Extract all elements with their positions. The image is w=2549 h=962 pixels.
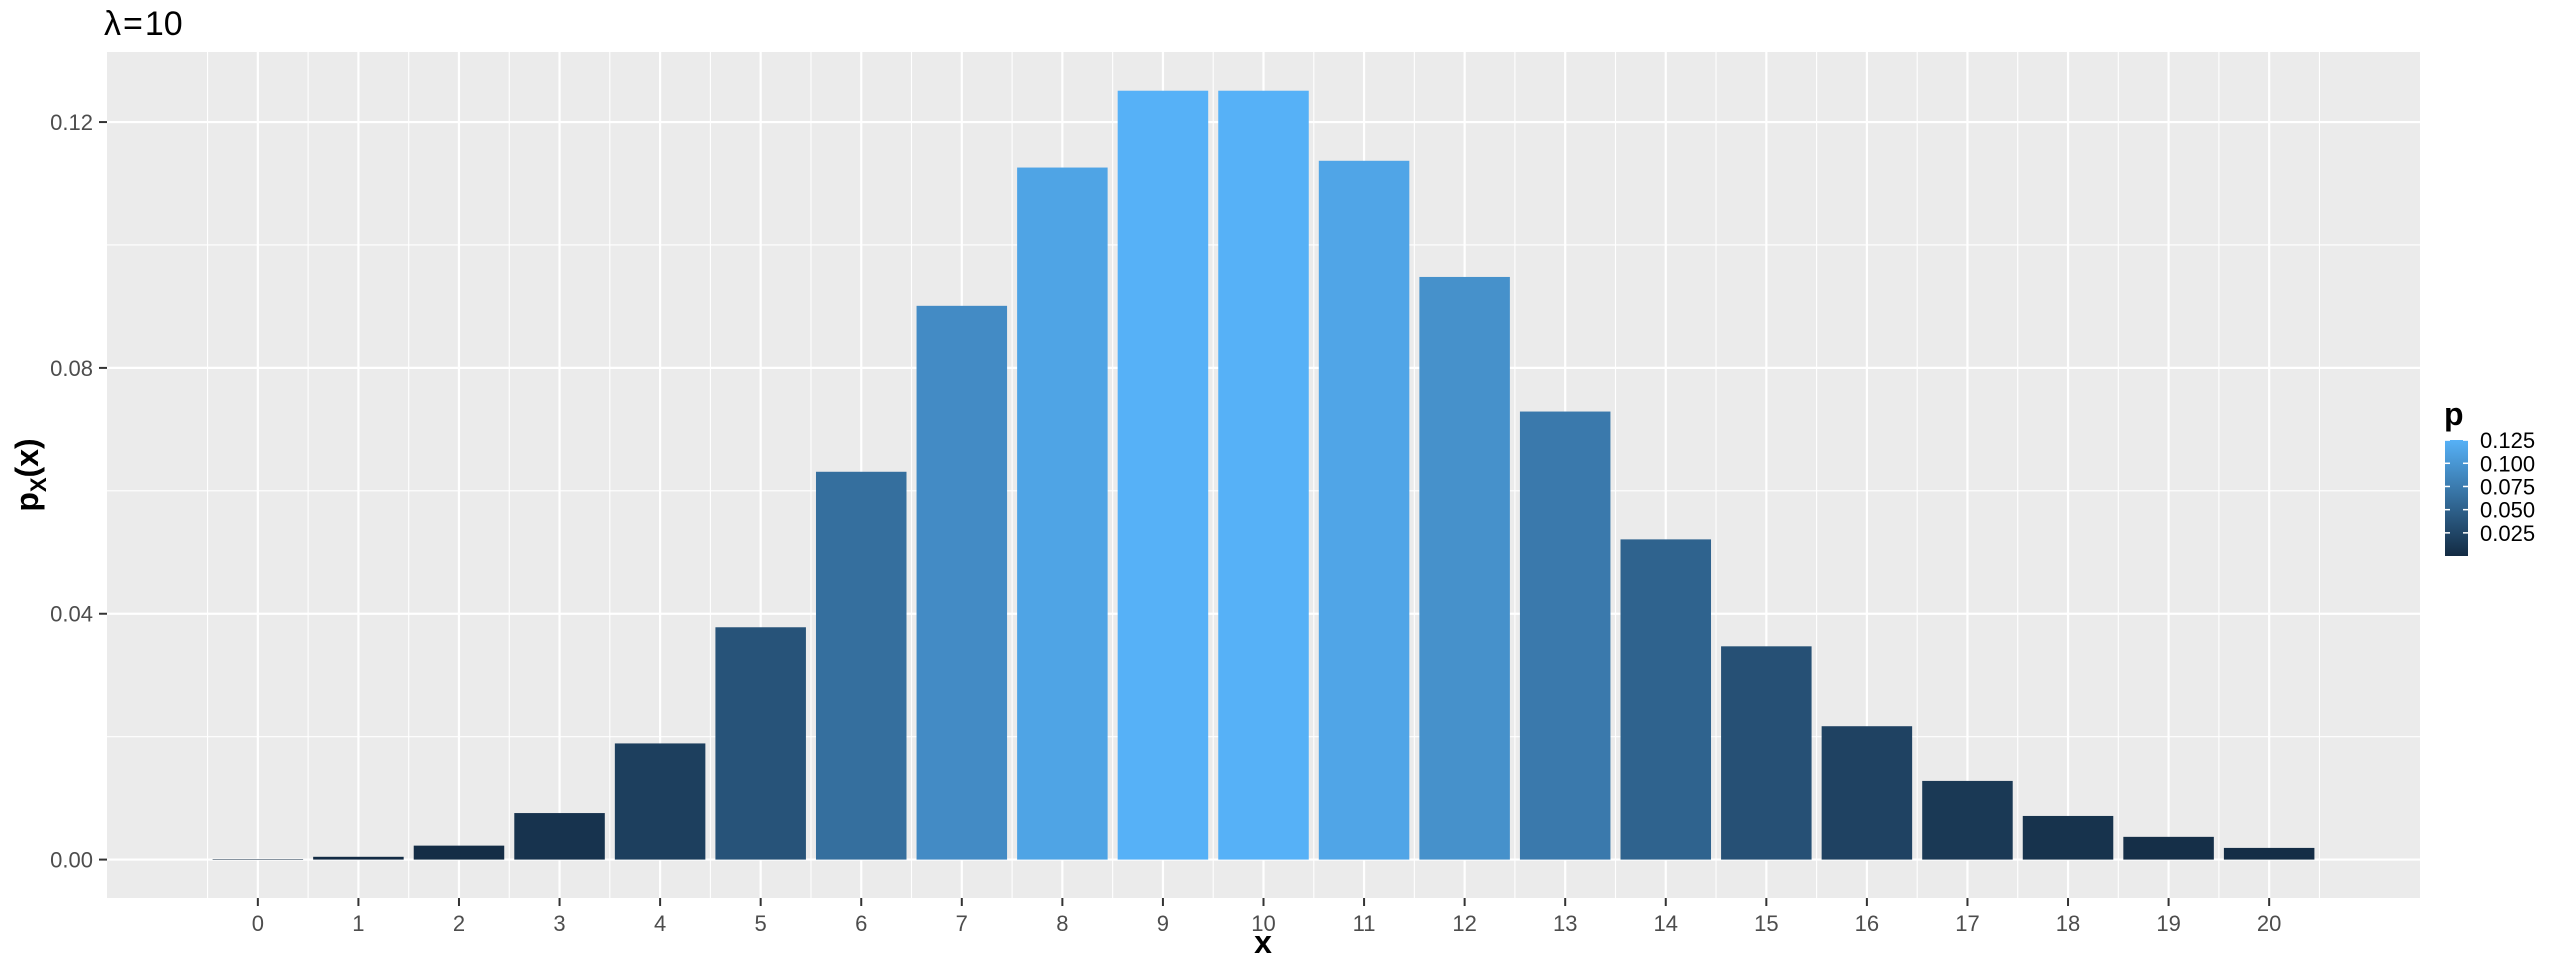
y-title-sub: X [26, 477, 51, 492]
title-equals: = [123, 5, 143, 43]
y-tick-label: 0.12 [50, 110, 93, 135]
legend-colorbar [2445, 440, 2468, 556]
bar-11 [1318, 160, 1410, 860]
x-axis: 0 1 2 3 4 5 6 7 8 9 10 11 12 13 14 15 16 17 18 19 20 [252, 898, 2281, 936]
grid-minor [107, 52, 2420, 898]
y-tick-label: 0.04 [50, 602, 93, 627]
x-tick-label: 3 [553, 911, 565, 936]
bar-16 [1821, 726, 1913, 860]
bar-2 [413, 845, 505, 860]
bar-19 [2123, 836, 2214, 860]
bars [212, 90, 2315, 860]
bar-4 [614, 743, 706, 860]
title-symbol: λ [104, 5, 121, 43]
x-tick-label: 20 [2257, 911, 2281, 936]
bar-5 [715, 627, 806, 860]
x-tick-label: 10 [1251, 911, 1275, 936]
legend-label: 0.125 [2480, 428, 2535, 453]
x-tick-label: 17 [1955, 911, 1979, 936]
x-tick-label: 7 [956, 911, 968, 936]
y-title-main: p [9, 492, 45, 512]
legend-label: 0.100 [2480, 451, 2535, 476]
bar-14 [1620, 539, 1712, 860]
x-tick-label: 8 [1056, 911, 1068, 936]
legend-label: 0.050 [2480, 498, 2535, 523]
bar-12 [1419, 276, 1510, 860]
legend-label: 0.075 [2480, 474, 2535, 499]
x-tick-label: 13 [1553, 911, 1577, 936]
y-axis-title: pX(x) [9, 438, 51, 511]
y-title-arg: (x) [9, 438, 45, 477]
x-tick-label: 12 [1452, 911, 1476, 936]
x-tick-label: 5 [755, 911, 767, 936]
x-tick-label: 11 [1353, 911, 1376, 936]
x-tick-label: 9 [1157, 911, 1169, 936]
legend-title: p [2444, 396, 2464, 432]
bar-0 [212, 859, 304, 860]
bar-9 [1117, 90, 1209, 860]
bar-17 [1922, 780, 2013, 860]
y-tick-label: 0.08 [50, 356, 93, 381]
bar-6 [815, 471, 907, 860]
x-tick-label: 16 [1855, 911, 1879, 936]
legend-label: 0.025 [2480, 521, 2535, 546]
x-tick-label: 14 [1654, 911, 1678, 936]
x-tick-label: 2 [453, 911, 465, 936]
bar-15 [1721, 646, 1812, 860]
bar-18 [2022, 815, 2114, 860]
x-tick-label: 1 [352, 911, 364, 936]
bar-1 [313, 856, 404, 860]
bar-7 [916, 305, 1008, 860]
x-tick-label: 19 [2156, 911, 2180, 936]
bar-20 [2223, 847, 2315, 860]
x-tick-label: 6 [855, 911, 867, 936]
title-value: 10 [145, 5, 183, 43]
x-axis-title: x [1254, 924, 1272, 960]
bar-3 [514, 813, 605, 860]
bar-8 [1017, 167, 1108, 860]
x-tick-label: 15 [1754, 911, 1778, 936]
bar-13 [1519, 411, 1611, 860]
chart-title: λ=10 [104, 5, 183, 43]
bar-10 [1218, 90, 1309, 860]
x-tick-label: 18 [2056, 911, 2080, 936]
x-tick-label: 4 [654, 911, 666, 936]
x-tick-label: 0 [252, 911, 264, 936]
y-tick-label: 0.00 [50, 848, 93, 873]
y-axis: 0.00 0.04 0.08 0.12 [50, 110, 107, 873]
